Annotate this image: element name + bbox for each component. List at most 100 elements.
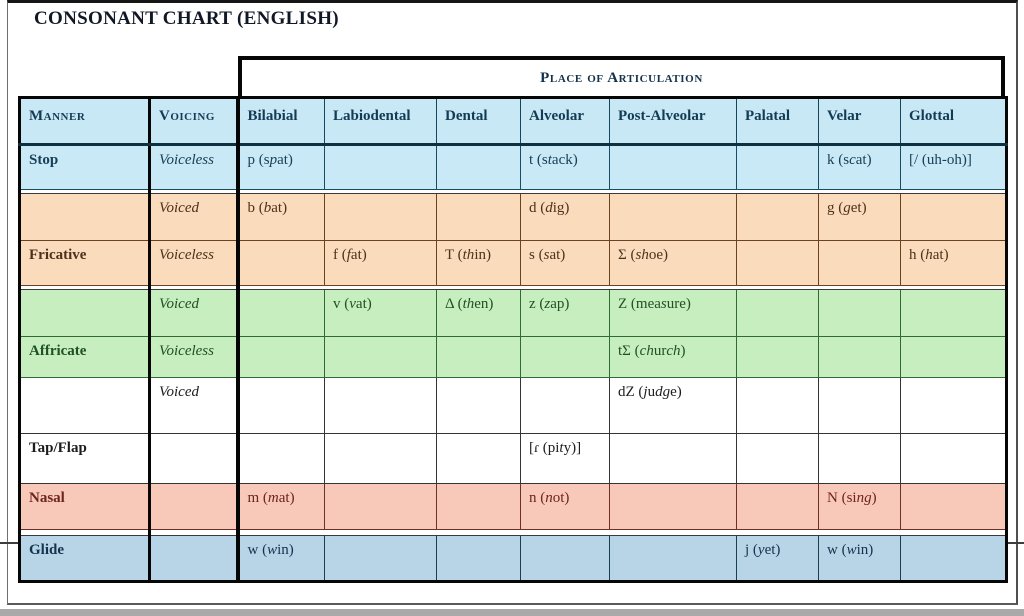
manner-cell xyxy=(19,289,150,337)
phoneme-cell xyxy=(900,433,1007,484)
phoneme-cell: N (sing) xyxy=(818,483,901,530)
col-header-voicing: Voicing xyxy=(148,97,238,146)
phoneme-cell xyxy=(324,433,437,484)
phoneme-cell: z (zap) xyxy=(520,289,610,337)
voicing-cell: Voiceless xyxy=(148,240,238,286)
phoneme-cell xyxy=(436,483,521,530)
manner-cell: Glide xyxy=(19,535,150,583)
phoneme-cell xyxy=(609,193,737,241)
phoneme-cell xyxy=(900,377,1007,434)
phoneme-cell xyxy=(818,240,901,286)
manner-cell: Tap/Flap xyxy=(19,433,150,484)
phoneme-cell xyxy=(235,240,325,286)
phoneme-cell xyxy=(324,483,437,530)
phoneme-cell xyxy=(609,535,737,583)
phoneme-cell xyxy=(436,433,521,484)
phoneme-cell xyxy=(900,535,1007,583)
col-header-dental: Dental xyxy=(436,97,521,146)
phoneme-cell xyxy=(235,336,325,378)
phoneme-cell: Σ (shoe) xyxy=(609,240,737,286)
phoneme-cell xyxy=(736,483,819,530)
phoneme-cell xyxy=(900,193,1007,241)
phoneme-cell: k (scat) xyxy=(818,144,901,190)
phoneme-cell xyxy=(900,483,1007,530)
manner-cell: Nasal xyxy=(19,483,150,530)
table-row: Voiced v (vat) Δ (then) z (zap) Z (measu… xyxy=(19,289,1007,337)
manner-cell: Stop xyxy=(19,144,150,190)
voicing-cell: Voiceless xyxy=(148,336,238,378)
phoneme-cell: v (vat) xyxy=(324,289,437,337)
table-row: Fricative Voiceless f (fat) T (thin) s (… xyxy=(19,240,1007,286)
phoneme-cell xyxy=(520,377,610,434)
col-header-palatal: Palatal xyxy=(736,97,819,146)
phoneme-cell xyxy=(520,535,610,583)
row-spacer xyxy=(19,285,1007,290)
col-header-velar: Velar xyxy=(818,97,901,146)
page-border xyxy=(7,0,1018,605)
place-of-articulation-header: Place of Articulation xyxy=(238,56,1005,97)
phoneme-cell xyxy=(900,289,1007,337)
phoneme-cell: s (sat) xyxy=(520,240,610,286)
phoneme-cell: h (hat) xyxy=(900,240,1007,286)
manner-cell xyxy=(19,193,150,241)
phoneme-cell xyxy=(324,336,437,378)
phoneme-cell xyxy=(736,240,819,286)
phoneme-cell: dZ (judge) xyxy=(609,377,737,434)
voicing-cell: Voiced xyxy=(148,289,238,337)
phoneme-cell xyxy=(818,377,901,434)
phoneme-cell: [ɾ (pity)] xyxy=(520,433,610,484)
phoneme-cell xyxy=(324,377,437,434)
phoneme-cell xyxy=(235,433,325,484)
table-row: Glide w (win) j (yet) w (win) xyxy=(19,535,1007,583)
phoneme-cell xyxy=(736,193,819,241)
phoneme-cell: [/ (uh-oh)] xyxy=(900,144,1007,190)
table-row: Stop Voiceless p (spat) t (stack) k (sca… xyxy=(19,144,1007,190)
phoneme-cell: t (stack) xyxy=(520,144,610,190)
phoneme-cell xyxy=(436,193,521,241)
phoneme-cell xyxy=(818,433,901,484)
phoneme-cell: b (bat) xyxy=(235,193,325,241)
phoneme-cell xyxy=(609,433,737,484)
phoneme-cell: w (win) xyxy=(818,535,901,583)
column-header-row: Manner Voicing Bilabial Labiodental Dent… xyxy=(19,97,1007,146)
col-header-bilabial: Bilabial xyxy=(235,97,325,146)
phoneme-cell: T (thin) xyxy=(436,240,521,286)
page-bottom-shadow xyxy=(0,609,1024,616)
voicing-cell: Voiced xyxy=(148,377,238,434)
phoneme-cell: n (not) xyxy=(520,483,610,530)
consonant-table: Manner Voicing Bilabial Labiodental Dent… xyxy=(18,96,1008,583)
phoneme-cell: p (spat) xyxy=(235,144,325,190)
phoneme-cell: w (win) xyxy=(235,535,325,583)
voicing-cell: Voiced xyxy=(148,193,238,241)
phoneme-cell: j (yet) xyxy=(736,535,819,583)
phoneme-cell: m (mat) xyxy=(235,483,325,530)
phoneme-cell xyxy=(900,336,1007,378)
phoneme-cell xyxy=(436,377,521,434)
phoneme-cell xyxy=(609,483,737,530)
voicing-cell xyxy=(148,535,238,583)
phoneme-cell: d (dig) xyxy=(520,193,610,241)
col-header-manner: Manner xyxy=(19,97,150,146)
phoneme-cell xyxy=(818,336,901,378)
phoneme-cell xyxy=(736,289,819,337)
phoneme-cell: Δ (then) xyxy=(436,289,521,337)
place-of-articulation-label: Place of Articulation xyxy=(540,70,703,86)
phoneme-cell xyxy=(324,193,437,241)
phoneme-cell xyxy=(436,144,521,190)
phoneme-cell xyxy=(736,144,819,190)
manner-cell: Fricative xyxy=(19,240,150,286)
table-row: Nasal m (mat) n (not) N (sing) xyxy=(19,483,1007,530)
col-header-postalveolar: Post-Alveolar xyxy=(609,97,737,146)
phoneme-cell xyxy=(324,144,437,190)
phoneme-cell: tΣ (church) xyxy=(609,336,737,378)
voicing-cell xyxy=(148,433,238,484)
phoneme-cell xyxy=(736,433,819,484)
voicing-cell: Voiceless xyxy=(148,144,238,190)
col-header-alveolar: Alveolar xyxy=(520,97,610,146)
horizontal-rule-right xyxy=(1005,542,1024,544)
table-row: Voiced b (bat) d (dig) g (get) xyxy=(19,193,1007,241)
phoneme-cell xyxy=(736,377,819,434)
phoneme-cell xyxy=(609,144,737,190)
col-header-glottal: Glottal xyxy=(900,97,1007,146)
